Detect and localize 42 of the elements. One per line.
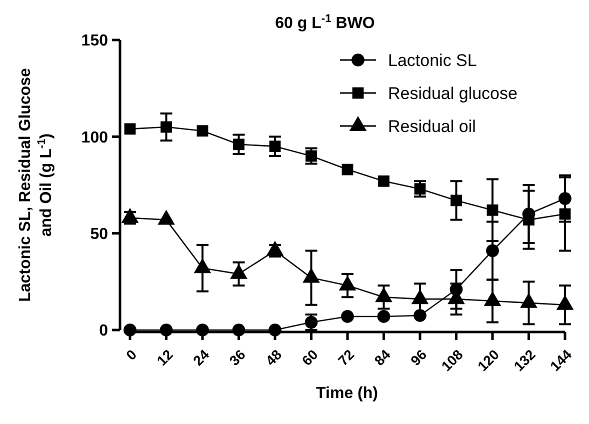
point [414,183,426,195]
x-tick-label: 24 [190,346,212,369]
point [450,194,462,206]
point [378,175,390,187]
x-tick-label: 72 [334,346,358,369]
x-tick-label: 36 [226,346,248,369]
y-tick-label: 50 [90,226,108,243]
x-tick-label: 12 [154,346,176,369]
point [196,324,209,336]
point [160,121,172,133]
x-tick-label: 84 [371,346,394,369]
point [196,125,208,137]
point [377,310,390,323]
point [233,138,244,150]
point [124,324,136,336]
x-tick-label: 132 [510,346,538,374]
x-tick-label: 144 [546,346,575,374]
x-tick-label: 96 [407,346,430,369]
point [486,204,498,216]
point [342,164,354,176]
legend-label: Residual oil [388,116,476,136]
point [124,123,136,135]
x-tick-label: 120 [474,346,502,374]
y-tick-label: 150 [81,32,108,50]
point [232,324,246,336]
point [268,324,282,336]
legend-label: Lactonic SL [388,50,477,70]
point [559,208,571,220]
x-tick-label: 108 [438,346,466,374]
x-tick-label: 60 [298,346,321,369]
point [269,140,281,152]
point [341,310,354,323]
point [306,150,317,162]
y-tick-label: 100 [81,129,108,146]
x-tick-label: 0 [122,346,140,364]
x-axis-title: Time (h) [316,385,378,402]
point [160,324,173,336]
legend-label: Residual glucose [388,84,518,103]
y-tick-label: 0 [99,322,108,340]
x-tick-label: 48 [262,346,285,369]
point [486,244,499,258]
chart-title: 60 g L$^{-1}$ BWO [275,13,375,32]
